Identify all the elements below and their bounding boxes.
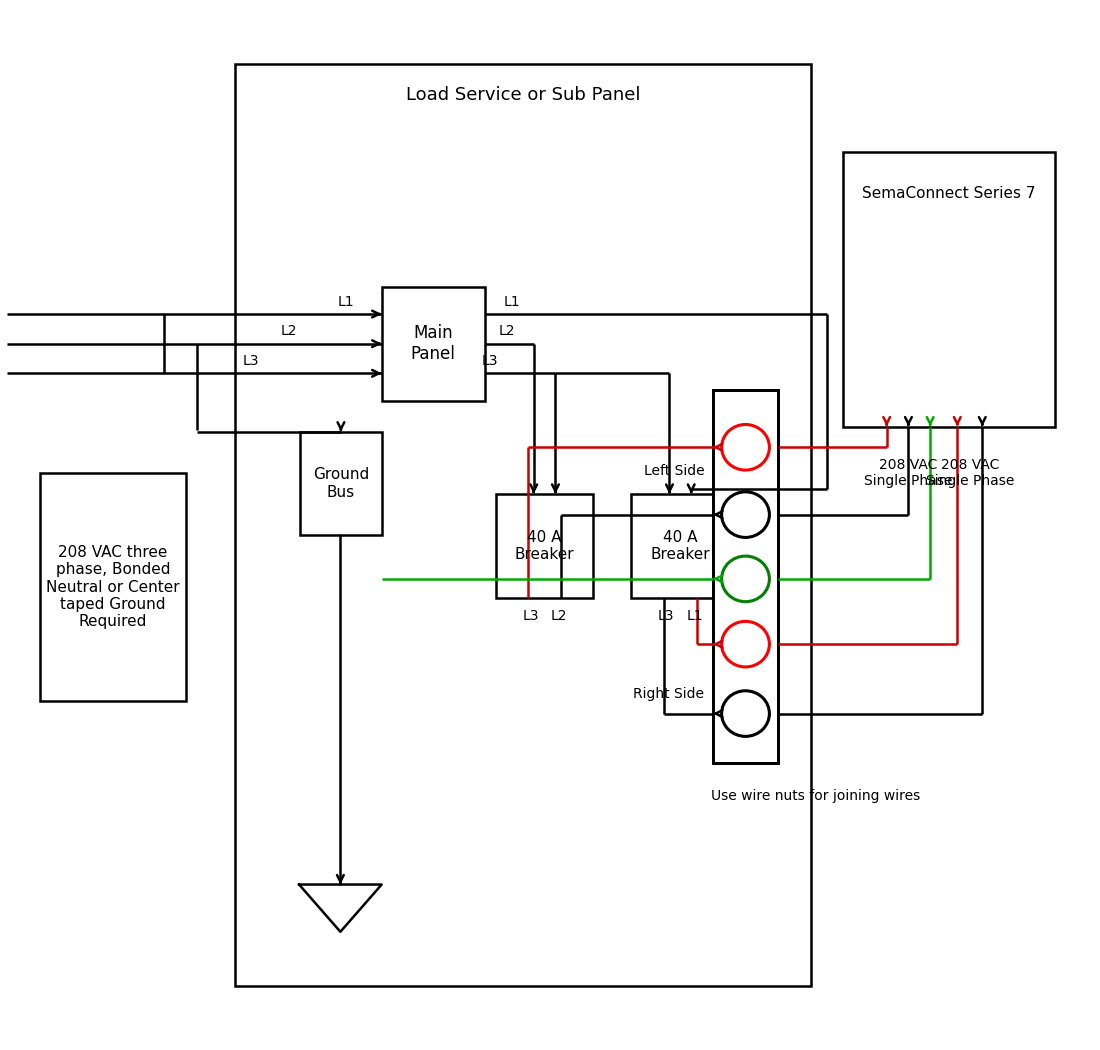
Text: L3: L3 — [658, 609, 674, 624]
Circle shape — [722, 556, 769, 602]
Text: Load Service or Sub Panel: Load Service or Sub Panel — [406, 86, 640, 104]
Circle shape — [722, 491, 769, 538]
Text: Left Side: Left Side — [644, 464, 704, 478]
Bar — [40, 474, 186, 701]
Text: L1: L1 — [338, 295, 354, 309]
Text: Right Side: Right Side — [634, 688, 704, 701]
Text: L2: L2 — [498, 324, 515, 338]
Bar — [844, 152, 1055, 426]
Text: L3: L3 — [482, 354, 498, 368]
Text: L3: L3 — [243, 354, 260, 368]
Bar — [713, 391, 778, 763]
Bar — [496, 494, 593, 597]
Text: 40 A
Breaker: 40 A Breaker — [650, 529, 711, 562]
Circle shape — [722, 622, 769, 667]
Text: L1: L1 — [504, 295, 520, 309]
Bar — [235, 64, 811, 986]
Text: Main
Panel: Main Panel — [410, 324, 455, 363]
Bar — [631, 494, 729, 597]
Circle shape — [722, 424, 769, 470]
Text: 40 A
Breaker: 40 A Breaker — [515, 529, 574, 562]
Text: 208 VAC three
phase, Bonded
Neutral or Center
taped Ground
Required: 208 VAC three phase, Bonded Neutral or C… — [46, 545, 179, 629]
Text: SemaConnect Series 7: SemaConnect Series 7 — [862, 186, 1036, 201]
Circle shape — [722, 691, 769, 736]
Text: Ground
Bus: Ground Bus — [312, 467, 368, 500]
Text: L1: L1 — [686, 609, 703, 624]
Bar — [300, 432, 382, 536]
Bar — [382, 287, 485, 401]
Text: L2: L2 — [282, 324, 298, 338]
Text: L2: L2 — [550, 609, 566, 624]
Text: 208 VAC
Single Phase: 208 VAC Single Phase — [865, 458, 953, 488]
Text: Use wire nuts for joining wires: Use wire nuts for joining wires — [712, 790, 921, 803]
Text: 208 VAC
Single Phase: 208 VAC Single Phase — [925, 458, 1014, 488]
Text: L3: L3 — [522, 609, 539, 624]
